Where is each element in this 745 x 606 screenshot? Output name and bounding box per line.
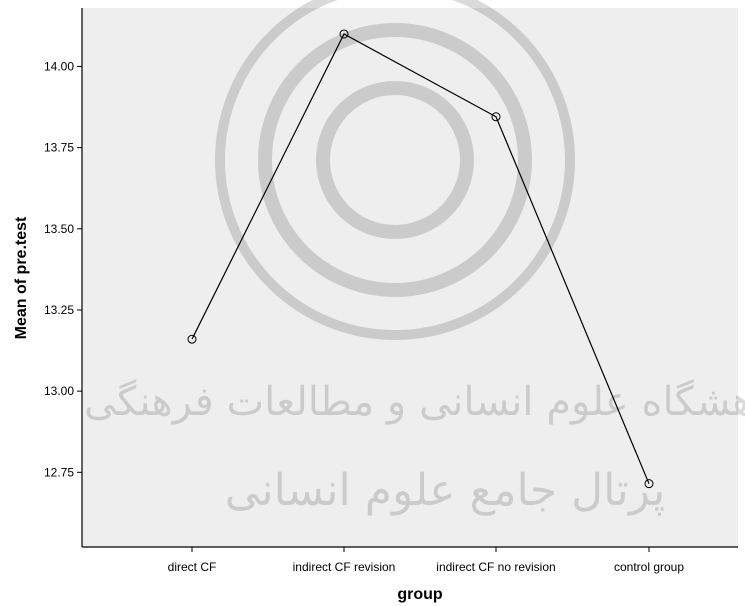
data-point bbox=[187, 334, 197, 344]
data-point bbox=[339, 29, 349, 39]
watermark-text-line1: پژوهشگاه علوم انسانی و مطالعات فرهنگی bbox=[84, 379, 745, 425]
x-axis: direct CF indirect CF revision indirect CF… bbox=[168, 547, 684, 574]
series-line bbox=[191, 33, 650, 484]
y-tick-label: 14.00 bbox=[44, 59, 74, 73]
x-tick-label: control group bbox=[614, 560, 684, 574]
y-axis: 12.75 13.00 13.25 13.50 13.75 14.00 bbox=[44, 59, 82, 479]
y-tick-label: 12.75 bbox=[44, 465, 74, 479]
y-tick-label: 13.00 bbox=[44, 384, 74, 398]
watermark-rosette bbox=[215, 0, 575, 340]
y-tick-label: 13.25 bbox=[44, 303, 74, 317]
x-tick-label: indirect CF revision bbox=[293, 560, 396, 574]
data-point bbox=[644, 479, 654, 489]
x-tick-label: indirect CF no revision bbox=[436, 560, 555, 574]
y-tick-label: 13.50 bbox=[44, 222, 74, 236]
y-axis-title: Mean of pre.test bbox=[13, 216, 30, 339]
x-axis-title: group bbox=[397, 586, 443, 603]
y-tick-label: 13.75 bbox=[44, 141, 74, 155]
watermark-text-line2: پرتال جامع علوم انسانی bbox=[225, 465, 666, 516]
data-points bbox=[187, 29, 654, 489]
plot-background bbox=[82, 8, 738, 547]
watermark: پژوهشگاه علوم انسانی و مطالعات فرهنگی پر… bbox=[84, 0, 745, 516]
x-tick-label: direct CF bbox=[168, 560, 217, 574]
data-point bbox=[491, 112, 501, 122]
